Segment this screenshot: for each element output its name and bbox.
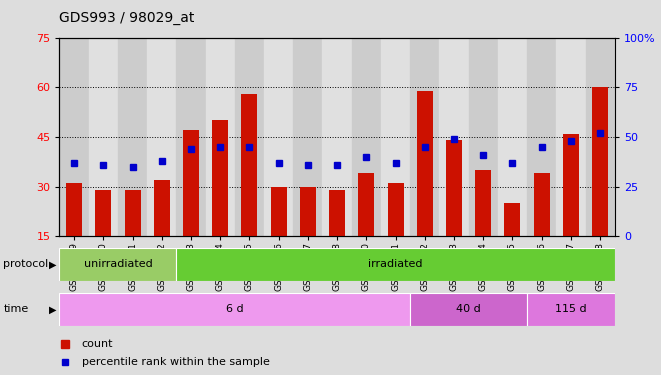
- Bar: [410, 292, 527, 326]
- Bar: [527, 38, 557, 236]
- Bar: [235, 38, 264, 236]
- Bar: [352, 38, 381, 236]
- Bar: [410, 38, 440, 236]
- Bar: [264, 38, 293, 236]
- Text: ▶: ▶: [49, 260, 56, 269]
- Bar: [387, 183, 404, 236]
- Text: protocol: protocol: [3, 260, 48, 269]
- Text: unirradiated: unirradiated: [83, 260, 152, 269]
- Text: 115 d: 115 d: [555, 304, 587, 314]
- Bar: [89, 38, 118, 236]
- Bar: [118, 38, 147, 236]
- Bar: [475, 170, 491, 236]
- Bar: [241, 94, 258, 236]
- Bar: [293, 38, 323, 236]
- Text: irradiated: irradiated: [368, 260, 423, 269]
- Bar: [504, 203, 520, 236]
- Bar: [212, 120, 228, 236]
- Text: 6 d: 6 d: [226, 304, 244, 314]
- Bar: [183, 130, 199, 236]
- Bar: [557, 38, 586, 236]
- Bar: [446, 140, 462, 236]
- Bar: [469, 38, 498, 236]
- Bar: [498, 38, 527, 236]
- Bar: [416, 90, 433, 236]
- Bar: [206, 38, 235, 236]
- Bar: [440, 38, 469, 236]
- Bar: [124, 190, 141, 236]
- Bar: [527, 292, 615, 326]
- Text: time: time: [3, 304, 28, 314]
- Bar: [586, 38, 615, 236]
- Bar: [59, 38, 89, 236]
- Text: percentile rank within the sample: percentile rank within the sample: [82, 357, 270, 367]
- Bar: [563, 134, 579, 236]
- Bar: [358, 173, 374, 236]
- Bar: [66, 183, 82, 236]
- Bar: [300, 187, 316, 236]
- Bar: [176, 38, 206, 236]
- Text: GDS993 / 98029_at: GDS993 / 98029_at: [59, 11, 195, 25]
- Bar: [59, 248, 176, 281]
- Bar: [270, 187, 287, 236]
- Bar: [59, 292, 410, 326]
- Bar: [381, 38, 410, 236]
- Bar: [323, 38, 352, 236]
- Bar: [592, 87, 608, 236]
- Text: ▶: ▶: [49, 304, 56, 314]
- Bar: [176, 248, 615, 281]
- Bar: [533, 173, 550, 236]
- Bar: [154, 180, 170, 236]
- Bar: [95, 190, 111, 236]
- Text: 40 d: 40 d: [456, 304, 481, 314]
- Bar: [329, 190, 345, 236]
- Text: count: count: [82, 339, 113, 349]
- Bar: [147, 38, 176, 236]
